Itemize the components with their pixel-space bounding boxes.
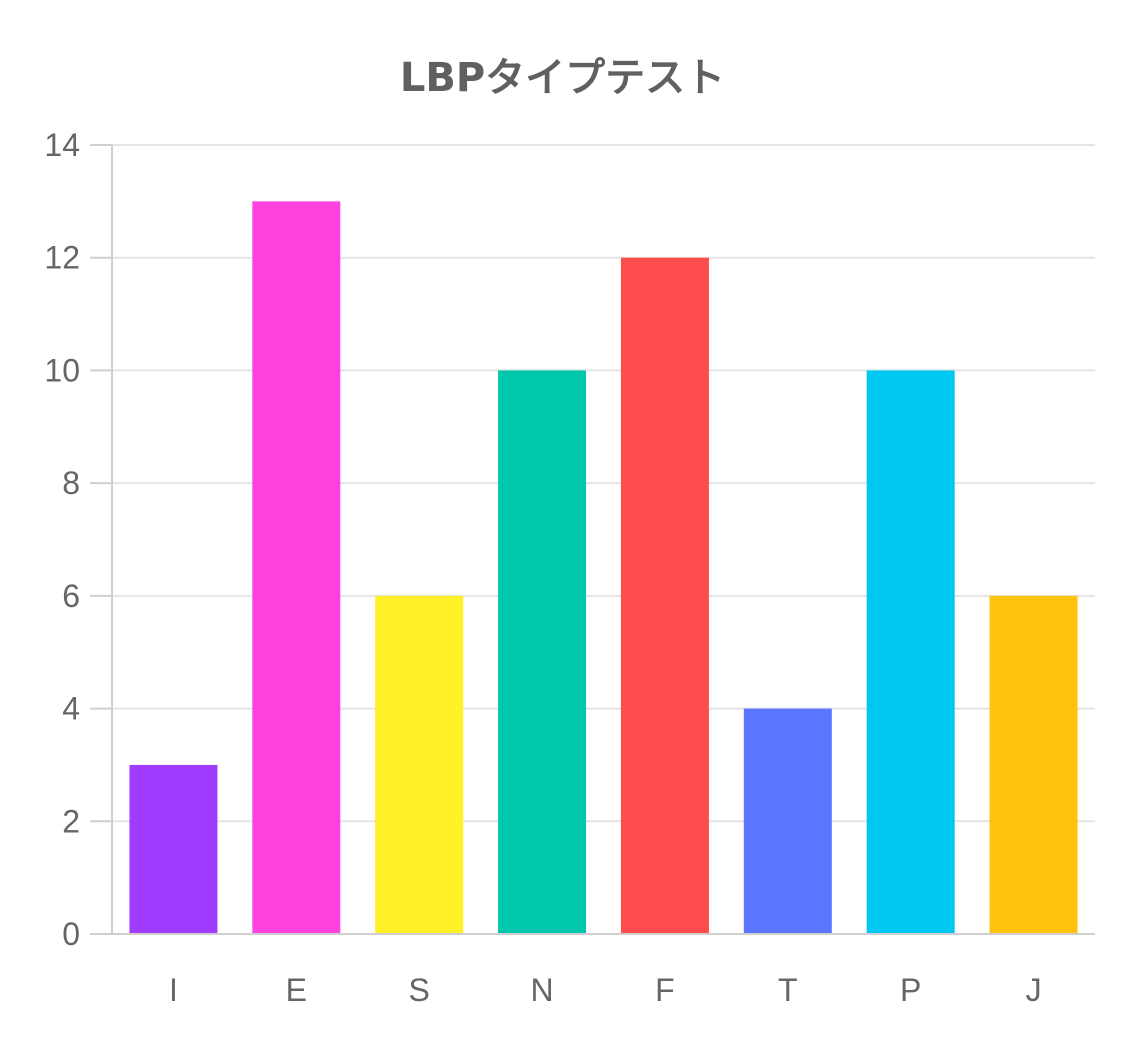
x-tick-label-F: F [655, 972, 675, 1008]
bars [129, 201, 1078, 934]
bar-N [498, 370, 587, 934]
axes [90, 144, 1095, 935]
bar-I [129, 764, 218, 934]
bar-F [620, 257, 709, 934]
y-tick-label-0: 0 [62, 916, 80, 952]
x-tick-label-T: T [778, 972, 798, 1008]
bar-E [252, 201, 341, 934]
bar-P [866, 370, 955, 934]
x-tick-label-I: I [169, 972, 178, 1008]
y-tick-label-14: 14 [44, 127, 80, 163]
y-tick-label-4: 4 [62, 691, 80, 727]
x-tick-label-N: N [531, 972, 554, 1008]
x-tick-label-S: S [409, 972, 430, 1008]
x-tick-label-J: J [1026, 972, 1042, 1008]
y-tick-label-6: 6 [62, 578, 80, 614]
bar-J [989, 595, 1078, 934]
chart-title: LBPタイプテスト [399, 55, 726, 101]
y-tick-label-2: 2 [62, 803, 80, 839]
x-tick-label-P: P [900, 972, 921, 1008]
bar-S [375, 595, 464, 934]
y-tick-label-10: 10 [44, 352, 80, 388]
tick-labels: 0 2 4 6 8 10 12 14 I E S N F T P J [44, 127, 1041, 1008]
y-tick-label-8: 8 [62, 465, 80, 501]
x-tick-label-E: E [286, 972, 307, 1008]
y-tick-label-12: 12 [44, 240, 80, 276]
bar-T [743, 708, 832, 934]
